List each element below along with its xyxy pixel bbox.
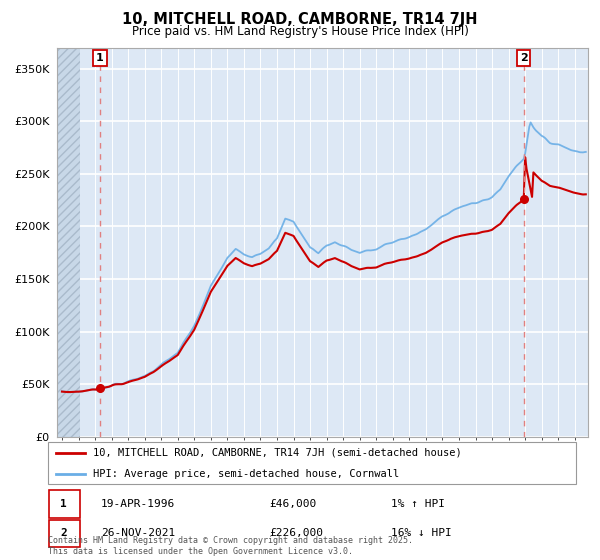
Text: £226,000: £226,000 <box>270 528 324 538</box>
Text: £46,000: £46,000 <box>270 498 317 508</box>
Text: 10, MITCHELL ROAD, CAMBORNE, TR14 7JH: 10, MITCHELL ROAD, CAMBORNE, TR14 7JH <box>122 12 478 27</box>
Text: 2: 2 <box>61 528 67 538</box>
FancyBboxPatch shape <box>48 442 576 484</box>
Text: Contains HM Land Registry data © Crown copyright and database right 2025.
This d: Contains HM Land Registry data © Crown c… <box>48 536 413 556</box>
Text: HPI: Average price, semi-detached house, Cornwall: HPI: Average price, semi-detached house,… <box>93 469 399 479</box>
Text: 16% ↓ HPI: 16% ↓ HPI <box>391 528 452 538</box>
Text: 1: 1 <box>61 498 67 508</box>
Text: 19-APR-1996: 19-APR-1996 <box>101 498 175 508</box>
Bar <box>57 48 80 437</box>
Text: 26-NOV-2021: 26-NOV-2021 <box>101 528 175 538</box>
Text: 2: 2 <box>520 53 527 63</box>
Text: 1: 1 <box>96 53 104 63</box>
FancyBboxPatch shape <box>49 491 80 518</box>
FancyBboxPatch shape <box>49 520 80 547</box>
Text: 1% ↑ HPI: 1% ↑ HPI <box>391 498 445 508</box>
Text: 10, MITCHELL ROAD, CAMBORNE, TR14 7JH (semi-detached house): 10, MITCHELL ROAD, CAMBORNE, TR14 7JH (s… <box>93 448 461 458</box>
Text: Price paid vs. HM Land Registry's House Price Index (HPI): Price paid vs. HM Land Registry's House … <box>131 25 469 38</box>
